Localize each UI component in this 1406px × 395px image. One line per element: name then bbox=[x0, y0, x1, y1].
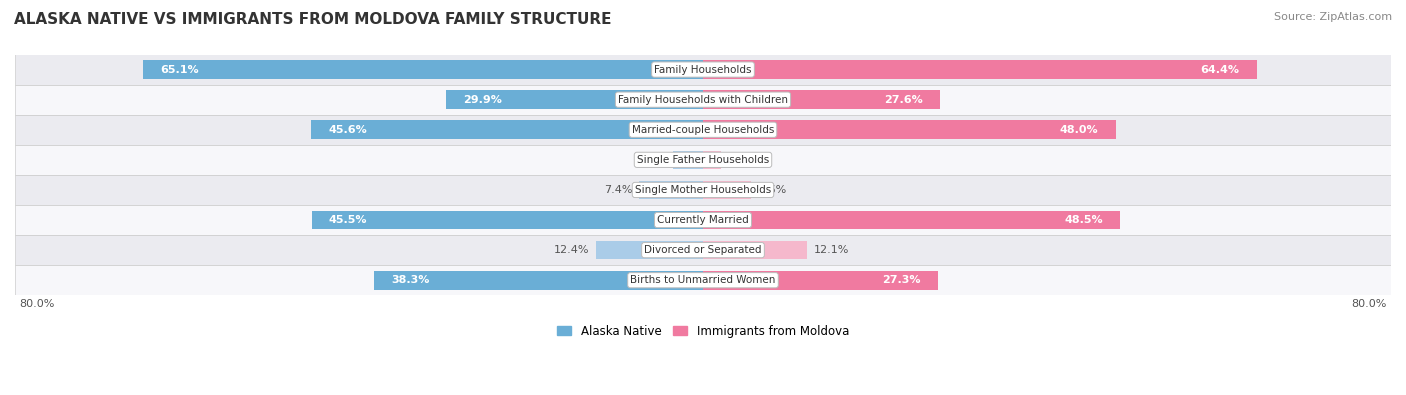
Text: 27.6%: 27.6% bbox=[884, 95, 924, 105]
Text: 12.1%: 12.1% bbox=[814, 245, 849, 255]
Bar bbox=[15, 265, 1391, 295]
Text: Single Father Households: Single Father Households bbox=[637, 155, 769, 165]
Bar bbox=[703, 60, 1257, 79]
Bar bbox=[703, 271, 938, 290]
Text: 64.4%: 64.4% bbox=[1201, 64, 1240, 75]
Text: Births to Unmarried Women: Births to Unmarried Women bbox=[630, 275, 776, 285]
Text: Single Mother Households: Single Mother Households bbox=[636, 185, 770, 195]
Text: 2.1%: 2.1% bbox=[728, 155, 756, 165]
Text: ALASKA NATIVE VS IMMIGRANTS FROM MOLDOVA FAMILY STRUCTURE: ALASKA NATIVE VS IMMIGRANTS FROM MOLDOVA… bbox=[14, 12, 612, 27]
Bar bbox=[15, 145, 1391, 175]
Text: 45.6%: 45.6% bbox=[328, 125, 367, 135]
Text: 65.1%: 65.1% bbox=[160, 64, 200, 75]
Bar bbox=[673, 150, 703, 169]
Bar bbox=[143, 60, 703, 79]
Text: 45.5%: 45.5% bbox=[329, 215, 367, 225]
Text: 3.5%: 3.5% bbox=[638, 155, 666, 165]
Bar bbox=[640, 181, 703, 199]
Bar bbox=[15, 175, 1391, 205]
Bar bbox=[596, 241, 703, 260]
Bar bbox=[703, 211, 1121, 229]
Bar bbox=[15, 85, 1391, 115]
Text: 12.4%: 12.4% bbox=[554, 245, 589, 255]
Bar bbox=[703, 150, 721, 169]
Text: Divorced or Separated: Divorced or Separated bbox=[644, 245, 762, 255]
Text: 29.9%: 29.9% bbox=[463, 95, 502, 105]
Text: Family Households: Family Households bbox=[654, 64, 752, 75]
Text: Family Households with Children: Family Households with Children bbox=[619, 95, 787, 105]
Bar bbox=[15, 205, 1391, 235]
Text: 27.3%: 27.3% bbox=[882, 275, 921, 285]
Text: 80.0%: 80.0% bbox=[1351, 299, 1386, 309]
Legend: Alaska Native, Immigrants from Moldova: Alaska Native, Immigrants from Moldova bbox=[553, 320, 853, 342]
Text: 48.0%: 48.0% bbox=[1060, 125, 1098, 135]
Text: 7.4%: 7.4% bbox=[605, 185, 633, 195]
Text: Source: ZipAtlas.com: Source: ZipAtlas.com bbox=[1274, 12, 1392, 22]
Bar bbox=[703, 241, 807, 260]
Bar bbox=[15, 55, 1391, 85]
Text: 80.0%: 80.0% bbox=[20, 299, 55, 309]
Text: Married-couple Households: Married-couple Households bbox=[631, 125, 775, 135]
Bar bbox=[15, 235, 1391, 265]
Bar bbox=[703, 90, 941, 109]
Bar bbox=[446, 90, 703, 109]
Text: Currently Married: Currently Married bbox=[657, 215, 749, 225]
Text: 48.5%: 48.5% bbox=[1064, 215, 1102, 225]
Bar bbox=[703, 120, 1116, 139]
Text: 5.6%: 5.6% bbox=[758, 185, 786, 195]
Bar bbox=[15, 115, 1391, 145]
Text: 38.3%: 38.3% bbox=[391, 275, 429, 285]
Bar bbox=[703, 181, 751, 199]
Bar bbox=[311, 120, 703, 139]
Bar bbox=[374, 271, 703, 290]
Bar bbox=[312, 211, 703, 229]
